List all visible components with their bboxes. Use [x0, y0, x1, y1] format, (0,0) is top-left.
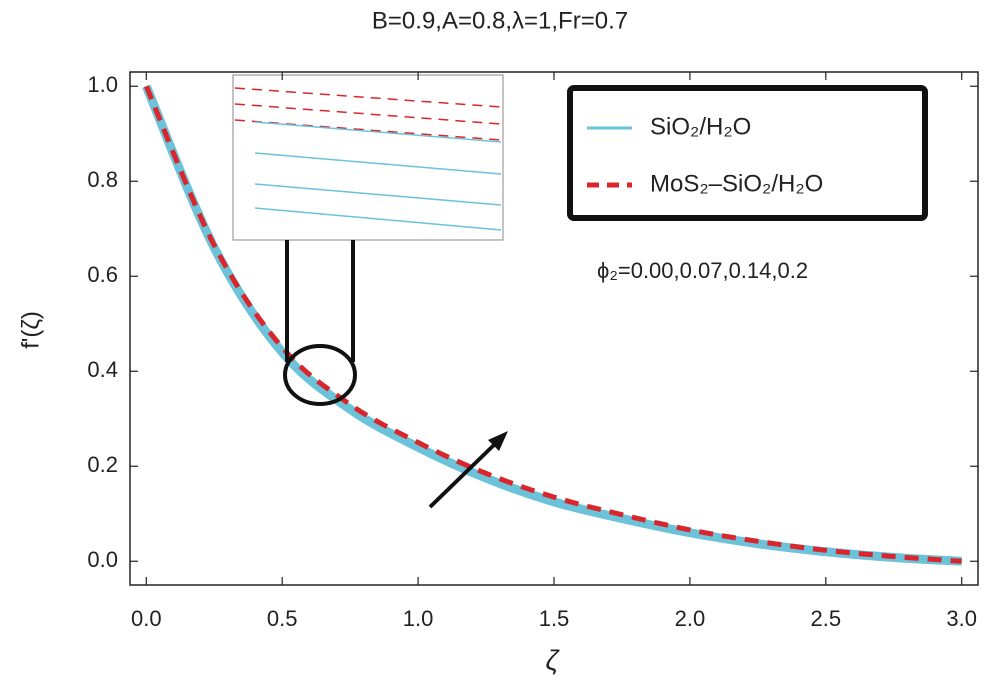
legend-box: [567, 85, 928, 221]
x-tick-label: 1.0: [403, 606, 434, 631]
y-tick-label: 0.2: [87, 452, 118, 477]
y-tick-label: 0.6: [87, 262, 118, 287]
x-axis-label: ζ: [546, 644, 561, 675]
legend-label: SiO₂/H₂O: [650, 113, 751, 140]
arrow: [428, 431, 508, 509]
inset-blue-lines: [254, 121, 502, 231]
y-tick-label: 0.8: [87, 167, 118, 192]
inset-box: [232, 74, 504, 241]
zoom-inset: [232, 74, 504, 406]
curves: [142, 84, 962, 566]
y-tick-label: 0.0: [87, 547, 118, 572]
legend: SiO₂/H₂O MoS₂–SiO₂/H₂O: [567, 85, 928, 221]
x-tick-label: 0.0: [131, 606, 162, 631]
legend-label: MoS₂–SiO₂/H₂O: [650, 170, 823, 197]
series-line: [144, 85, 962, 564]
y-axis-label: f'(ζ): [17, 311, 44, 349]
chart-title: B=0.9,A=0.8,λ=1,Fr=0.7: [372, 7, 628, 34]
x-tick-label: 2.5: [810, 606, 841, 631]
y-tick-label: 0.4: [87, 357, 118, 382]
zoom-ellipse: [283, 344, 357, 406]
x-tick-label: 2.0: [675, 606, 706, 631]
y-tick-label: 1.0: [87, 72, 118, 97]
x-tick-label: 3.0: [946, 606, 977, 631]
annotation: ϕ₂=0.00,0.07,0.14,0.2: [597, 258, 808, 283]
x-tick-label: 1.5: [539, 606, 570, 631]
inset-red-lines: [234, 87, 502, 141]
x-tick-label: 0.5: [267, 606, 298, 631]
